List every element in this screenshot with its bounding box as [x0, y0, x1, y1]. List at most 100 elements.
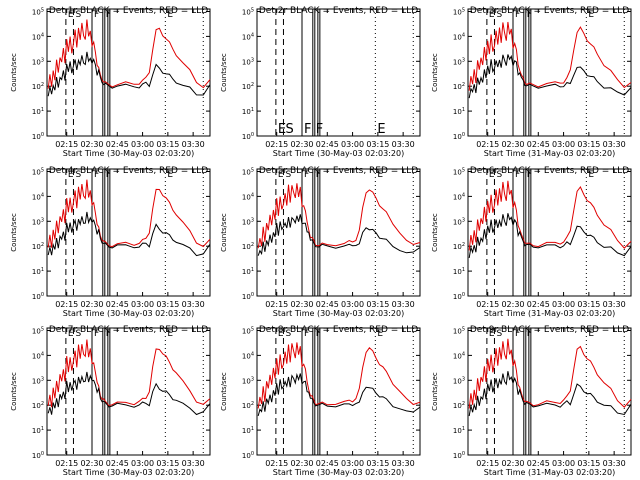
x-tick-label: 03:00: [131, 140, 154, 149]
y-tick-label: 102: [453, 401, 465, 410]
x-tick-label: 03:15: [156, 459, 179, 468]
x-axis-label: Start Time (30-May-03 02:03:20): [63, 468, 194, 477]
y-tick-label: 100: [242, 451, 254, 460]
plot-frame: [256, 168, 421, 297]
x-tick-label: 03:00: [552, 300, 575, 309]
event-marker-label: S: [496, 170, 502, 180]
detector-panel: Det 8r BLACK = Events, RED = LLD 100 101 10…: [220, 325, 421, 477]
y-tick-label: 104: [242, 32, 254, 41]
y-tick-label: 105: [32, 7, 44, 16]
x-tick-label: 03:00: [552, 459, 575, 468]
y-tick-label: 103: [32, 57, 44, 66]
lld-series-line: [257, 342, 421, 409]
y-axis-label: Counts/sec: [431, 53, 439, 92]
x-tick-label: 03:15: [366, 459, 389, 468]
y-tick-label: 101: [453, 267, 465, 276]
event-marker-label: E: [167, 170, 173, 180]
y-tick-label: 101: [242, 107, 254, 116]
y-tick-label: 103: [32, 376, 44, 385]
plot-frame: [256, 327, 421, 456]
events-series-line: [468, 213, 632, 258]
y-tick-label: 103: [242, 376, 254, 385]
y-tick-label: 100: [453, 292, 465, 301]
y-tick-label: 102: [32, 82, 44, 91]
y-tick-label: 105: [32, 167, 44, 176]
plot-frame: [46, 168, 211, 297]
x-tick-label: 02:15: [55, 140, 78, 149]
y-axis-label: Counts/sec: [220, 372, 228, 411]
x-tick-label: 02:30: [290, 140, 313, 149]
lld-series-line: [468, 21, 632, 91]
y-axis-label: Counts/sec: [220, 53, 228, 92]
y-tick-label: 101: [453, 107, 465, 116]
lld-series-line: [257, 183, 421, 249]
detector-panel: Det 3r BLACK = Events, RED = LLD 100 101 10…: [431, 6, 632, 158]
y-tick-label: 102: [242, 401, 254, 410]
event-marker-label: F: [316, 170, 321, 180]
event-marker-label: F: [304, 122, 311, 137]
event-marker-label: S: [285, 170, 291, 180]
x-tick-label: 02:45: [316, 300, 339, 309]
lld-series-line: [47, 339, 211, 408]
detector-panel: Det 6r BLACK = Events, RED = LLD 100 101 10…: [431, 166, 632, 318]
event-marker-label: F: [106, 10, 111, 20]
plot-frame: [46, 327, 211, 456]
x-tick-label: 03:00: [341, 300, 364, 309]
lld-series-line: [468, 338, 632, 409]
detector-panel: Det 4r BLACK = Events, RED = LLD 100 101 10…: [10, 166, 211, 318]
y-tick-label: 105: [32, 326, 44, 335]
plot-frame: [256, 8, 421, 137]
event-marker-label: F: [515, 329, 520, 339]
events-series-line: [47, 51, 211, 97]
x-tick-label: 03:30: [392, 140, 415, 149]
event-marker-label: F: [527, 329, 532, 339]
event-marker-label: F: [515, 10, 520, 20]
x-tick-label: 03:15: [156, 140, 179, 149]
x-tick-label: 02:45: [106, 140, 129, 149]
x-tick-label: 03:30: [603, 140, 626, 149]
x-tick-label: 02:45: [106, 459, 129, 468]
y-tick-label: 104: [32, 32, 44, 41]
x-axis-label: Start Time (30-May-03 02:03:20): [273, 309, 404, 318]
event-marker-label: E: [278, 170, 284, 180]
event-marker-label: E: [278, 122, 286, 137]
events-series-line: [468, 54, 632, 99]
y-tick-label: 100: [32, 451, 44, 460]
x-tick-label: 03:15: [577, 459, 600, 468]
event-marker-label: E: [167, 329, 173, 339]
event-marker-label: F: [527, 10, 532, 20]
event-marker-label: S: [75, 10, 81, 20]
x-tick-label: 03:15: [366, 140, 389, 149]
event-marker-label: F: [106, 329, 111, 339]
y-tick-label: 101: [32, 107, 44, 116]
y-tick-label: 102: [242, 82, 254, 91]
event-marker-label: S: [496, 10, 502, 20]
x-tick-label: 03:15: [577, 300, 600, 309]
x-tick-label: 02:30: [290, 459, 313, 468]
events-series-line: [257, 372, 421, 417]
x-tick-label: 02:15: [265, 140, 288, 149]
x-tick-label: 02:30: [80, 140, 103, 149]
y-tick-label: 102: [32, 242, 44, 251]
detector-panel: Det 7r BLACK = Events, RED = LLD 100 101 10…: [10, 325, 211, 477]
events-series-line: [47, 211, 211, 257]
y-tick-label: 105: [453, 167, 465, 176]
event-marker-label: F: [527, 170, 532, 180]
plot-frame: [467, 8, 632, 137]
x-tick-label: 03:15: [156, 300, 179, 309]
x-tick-label: 03:00: [341, 459, 364, 468]
y-tick-label: 105: [453, 7, 465, 16]
x-axis-label: Start Time (31-May-03 02:03:20): [484, 468, 615, 477]
panel-title: Det 5r BLACK = Events, RED = LLD: [259, 166, 418, 176]
event-marker-label: E: [377, 329, 383, 339]
event-marker-label: F: [304, 329, 309, 339]
event-marker-label: S: [496, 329, 502, 339]
event-marker-label: F: [515, 170, 520, 180]
x-tick-label: 03:00: [131, 300, 154, 309]
detector-panel: Det 9r BLACK = Events, RED = LLD 100 101 10…: [431, 325, 632, 477]
x-tick-label: 03:30: [603, 459, 626, 468]
x-tick-label: 02:30: [501, 140, 524, 149]
x-tick-label: 02:30: [80, 300, 103, 309]
x-tick-label: 03:00: [552, 140, 575, 149]
y-tick-label: 104: [242, 351, 254, 360]
